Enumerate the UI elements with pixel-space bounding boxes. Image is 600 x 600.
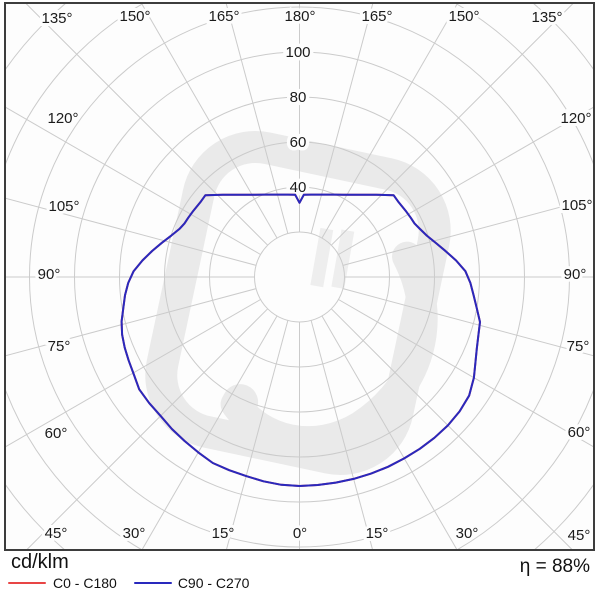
svg-text:100: 100 [285,44,310,61]
svg-text:0°: 0° [293,525,307,542]
legend-line-c0-c180 [8,581,46,585]
legend: C0 - C180 C90 - C270 [8,575,249,591]
svg-text:90°: 90° [564,266,587,283]
svg-text:15°: 15° [212,525,235,542]
svg-text:30°: 30° [123,525,146,542]
legend-line-c90-c270 [133,581,172,585]
svg-text:105°: 105° [561,197,592,214]
svg-text:135°: 135° [531,9,562,26]
unit-label: cd/klm [11,551,69,573]
svg-text:165°: 165° [208,8,239,25]
svg-text:40: 40 [290,179,307,196]
svg-text:180°: 180° [284,8,315,25]
svg-text:150°: 150° [448,8,479,25]
svg-text:105°: 105° [48,198,79,215]
svg-text:165°: 165° [361,8,392,25]
svg-text:120°: 120° [47,110,78,127]
svg-text:15°: 15° [366,525,389,542]
svg-text:120°: 120° [560,110,591,127]
radial-tick-labels: 40 60 80 100 [282,40,314,199]
svg-text:150°: 150° [119,8,150,25]
legend-label-c90-c270: C90 - C270 [177,575,250,591]
svg-text:75°: 75° [567,338,590,355]
intensity-curves [120,193,481,487]
legend-label-c0-c180: C0 - C180 [53,575,117,591]
efficiency-label: η = 88% [519,556,590,577]
svg-text:135°: 135° [41,10,72,27]
svg-text:60°: 60° [45,425,68,442]
angle-labels: 135° 150° 165° 180° 165° 150° 135° 120° 105° 90° 7… [35,5,596,547]
svg-text:90°: 90° [38,266,61,283]
watermark-logo [145,131,451,475]
plot-frame [4,2,595,551]
svg-text:45°: 45° [45,525,68,542]
svg-text:60: 60 [290,134,307,151]
svg-text:80: 80 [290,89,307,106]
svg-text:30°: 30° [456,525,479,542]
svg-text:75°: 75° [48,338,71,355]
svg-text:60°: 60° [568,424,591,441]
svg-text:45°: 45° [568,527,591,544]
